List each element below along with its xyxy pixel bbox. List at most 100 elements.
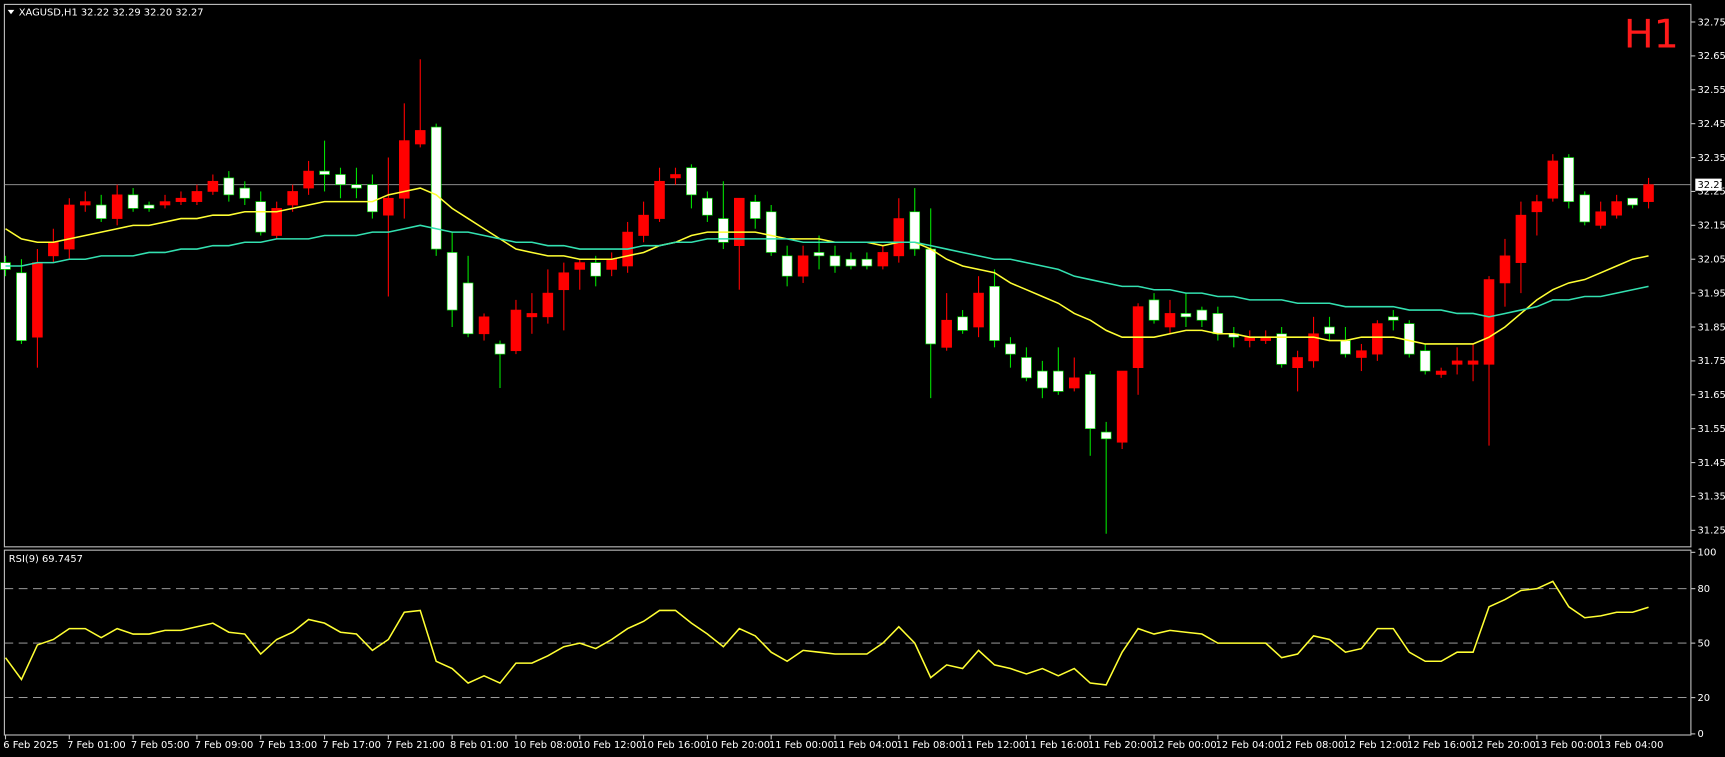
x-tick-label: 12 Feb 04:00 [1216,740,1281,751]
candle-body [1005,343,1016,355]
y-tick-label: 80 [1697,584,1710,595]
x-tick-label: 11 Feb 16:00 [1024,740,1089,751]
x-tick-label: 7 Feb 13:00 [259,740,318,751]
candle-body [526,313,538,318]
candle-body [1356,350,1367,358]
candle-body [478,316,490,335]
candle-body [925,248,936,345]
candle-body [797,255,809,277]
candle-body [638,214,649,236]
y-tick-label: 31.65 [1697,390,1725,401]
candle-body [191,191,203,202]
x-tick-label: 12 Feb 16:00 [1407,740,1472,751]
candle-body [686,167,697,196]
y-tick-label: 32.45 [1697,119,1725,130]
candle-body [1515,214,1527,263]
candle-body [718,218,729,243]
y-tick-label: 32.15 [1697,221,1725,232]
candle-body [1611,201,1622,216]
x-tick-label: 10 Feb 12:00 [578,740,643,751]
candle-body [64,204,75,250]
candle-body [351,184,362,189]
candle-body [941,319,952,348]
x-tick-label: 7 Feb 17:00 [322,740,381,751]
candle-body [1643,184,1654,202]
candle-body [1372,323,1383,355]
y-tick-label: 31.95 [1697,288,1725,299]
candle-body [1579,194,1591,223]
x-tick-label: 13 Feb 04:00 [1598,740,1663,751]
candle-body [893,218,905,257]
x-tick-label: 11 Feb 00:00 [769,740,834,751]
y-tick-label: 0 [1697,729,1703,740]
x-tick-label: 8 Feb 01:00 [450,740,509,751]
candle-body [446,252,458,311]
candle-body [781,255,793,277]
candle-body [1021,357,1032,379]
candle-body [909,211,921,250]
x-tick-label: 10 Feb 08:00 [514,740,579,751]
candle-body [1467,360,1479,365]
candle-body [861,258,873,267]
y-tick-label: 32.75 [1697,17,1725,28]
candle-body [383,197,394,216]
candle-body [510,309,522,352]
timeframe-label: H1 [1624,11,1679,57]
candle-body [95,204,107,219]
candle-body [1451,360,1463,365]
candle-body [1053,370,1064,392]
candle-body [127,194,139,209]
candle-body [1148,299,1160,321]
candle-body [111,194,123,219]
y-tick-label: 32.55 [1697,85,1725,96]
candle-body [829,255,841,267]
candle-body [399,140,410,199]
candle-body [367,184,378,213]
y-tick-label: 20 [1697,693,1710,704]
candle-body [1037,370,1048,389]
moving-average-line [5,224,1649,318]
candle-body [765,211,777,253]
candle-body [1292,357,1303,369]
main-panel [3,3,1692,548]
candle-body [159,201,171,206]
candle-body [1627,197,1638,206]
moving-average-line [5,187,1649,345]
candle-body [255,201,267,233]
y-tick-label: 100 [1697,548,1716,559]
menu-triangle[interactable] [7,9,15,15]
candle-body [1595,211,1606,226]
candle-body [239,187,251,199]
candle-body [271,208,282,236]
candle-body [1499,255,1511,284]
y-tick-label: 31.35 [1697,492,1725,503]
candle-body [1116,370,1128,443]
candle-body [1180,313,1192,318]
x-tick-label: 11 Feb 04:00 [833,740,898,751]
candle-body [590,262,601,277]
candle-body [1068,377,1080,389]
candle-body [1563,157,1575,202]
y-tick-label: 31.85 [1697,322,1725,333]
candle-body [877,252,889,267]
candle-body [143,204,155,209]
x-tick-label: 7 Feb 05:00 [131,740,190,751]
rsi-title: RSI(9) 69.7457 [9,554,83,565]
x-tick-label: 12 Feb 00:00 [1152,740,1217,751]
x-tick-label: 7 Feb 21:00 [386,740,445,751]
candle-body [335,174,346,186]
candle-body [845,258,857,267]
candle-body [1340,340,1351,355]
candle-body [494,343,506,355]
x-tick-label: 11 Feb 20:00 [1088,740,1153,751]
x-tick-label: 12 Feb 08:00 [1279,740,1344,751]
candle-body [223,177,235,196]
y-tick-label: 50 [1697,638,1710,649]
candle-body [1084,374,1096,430]
x-tick-label: 6 Feb 2025 [3,740,58,751]
x-tick-label: 12 Feb 12:00 [1343,740,1408,751]
x-tick-label: 10 Feb 16:00 [641,740,706,751]
candle-body [1403,323,1415,355]
